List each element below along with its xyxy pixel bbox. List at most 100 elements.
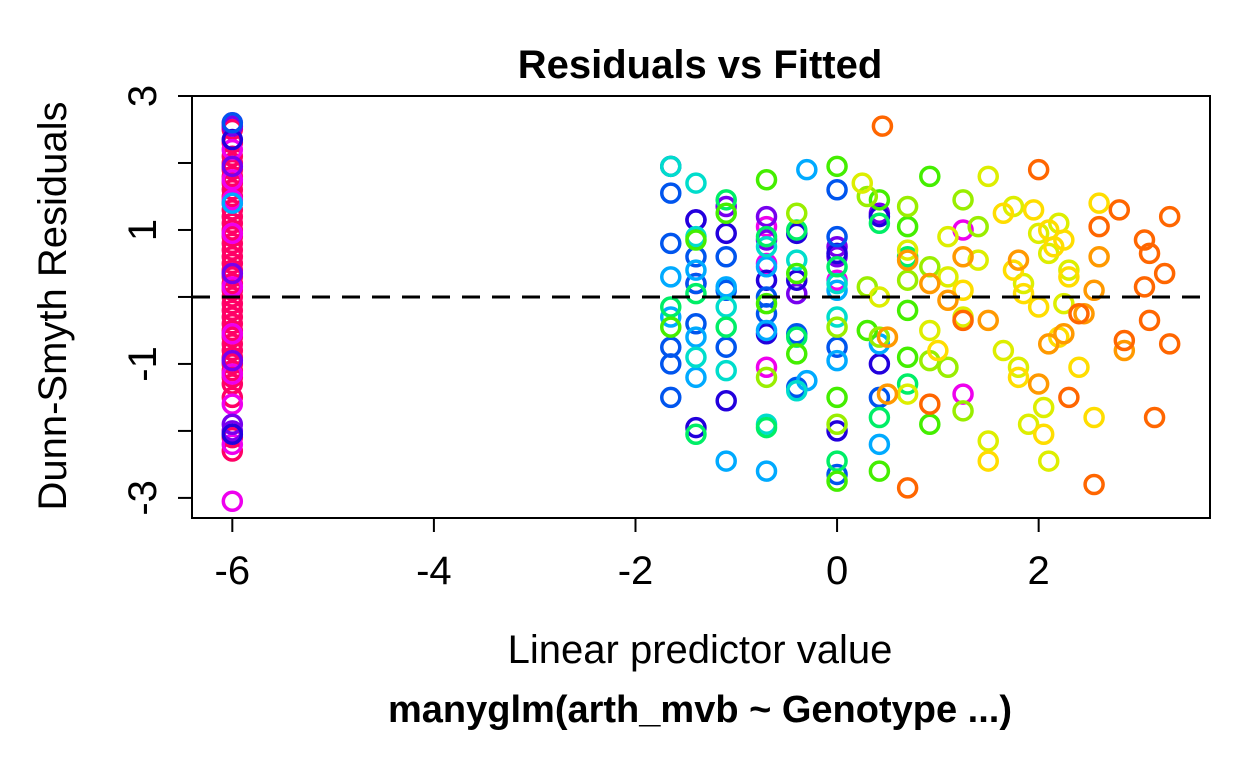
data-point bbox=[919, 319, 941, 342]
data-point bbox=[660, 353, 682, 375]
data-point bbox=[826, 235, 848, 258]
data-point bbox=[919, 393, 941, 415]
data-point bbox=[896, 239, 919, 261]
data-point bbox=[868, 406, 891, 429]
data-point bbox=[1012, 272, 1035, 295]
data-point bbox=[1007, 366, 1030, 389]
data-point bbox=[685, 272, 707, 295]
data-point bbox=[876, 326, 899, 348]
data-point bbox=[1068, 356, 1090, 379]
data-point bbox=[826, 420, 848, 442]
data-point bbox=[221, 262, 244, 285]
data-point bbox=[896, 215, 919, 238]
data-point bbox=[221, 112, 244, 134]
data-point bbox=[660, 386, 682, 409]
data-point bbox=[826, 386, 848, 409]
data-point bbox=[967, 215, 989, 238]
data-point bbox=[786, 269, 808, 291]
data-point bbox=[755, 416, 778, 439]
data-point bbox=[927, 339, 949, 362]
data-point bbox=[221, 393, 244, 415]
data-point bbox=[896, 299, 919, 322]
data-point bbox=[715, 359, 737, 382]
data-point bbox=[977, 450, 1000, 472]
data-point bbox=[221, 413, 244, 435]
data-point bbox=[660, 182, 682, 204]
data-point bbox=[896, 195, 919, 218]
data-point bbox=[715, 390, 737, 412]
data-point bbox=[755, 366, 778, 389]
data-point bbox=[1037, 450, 1060, 472]
data-point bbox=[685, 346, 707, 368]
data-point bbox=[715, 336, 737, 358]
data-point bbox=[1088, 215, 1110, 238]
data-point bbox=[786, 343, 808, 365]
data-point bbox=[919, 165, 941, 188]
data-point bbox=[868, 460, 891, 482]
data-point bbox=[896, 373, 919, 395]
data-point bbox=[221, 199, 244, 221]
data-point bbox=[221, 299, 244, 322]
x-tick-label: 0 bbox=[826, 549, 848, 593]
data-point bbox=[755, 215, 778, 238]
data-point bbox=[1158, 205, 1181, 228]
data-point bbox=[221, 312, 244, 335]
data-point bbox=[937, 225, 959, 248]
data-point bbox=[685, 312, 707, 335]
data-point bbox=[868, 433, 891, 456]
data-point bbox=[826, 179, 848, 201]
data-point bbox=[919, 272, 941, 295]
data-point bbox=[1007, 356, 1030, 379]
data-point bbox=[952, 189, 974, 211]
data-point bbox=[826, 256, 848, 278]
data-point bbox=[1022, 199, 1045, 221]
data-point bbox=[221, 386, 244, 409]
data-point bbox=[1058, 266, 1080, 288]
data-point bbox=[896, 477, 919, 499]
data-point bbox=[786, 262, 808, 285]
data-point bbox=[660, 232, 682, 255]
data-point bbox=[1153, 262, 1176, 285]
data-point bbox=[1133, 229, 1156, 251]
data-point bbox=[952, 400, 974, 422]
data-point bbox=[685, 172, 707, 194]
data-point bbox=[715, 450, 737, 472]
y-axis-label: Dunn-Smyth Residuals bbox=[31, 101, 75, 510]
data-point bbox=[685, 326, 707, 348]
data-point bbox=[755, 319, 778, 342]
data-point bbox=[1113, 329, 1136, 352]
data-point bbox=[876, 383, 899, 405]
data-point bbox=[221, 155, 244, 178]
data-point bbox=[856, 185, 879, 208]
data-point bbox=[1002, 259, 1025, 281]
data-point bbox=[221, 192, 244, 214]
data-point bbox=[715, 222, 737, 245]
data-point bbox=[1083, 406, 1105, 429]
data-point bbox=[868, 353, 891, 375]
data-point bbox=[826, 225, 848, 248]
data-point bbox=[685, 282, 707, 305]
data-point bbox=[992, 202, 1015, 224]
x-tick-label: 2 bbox=[1028, 549, 1050, 593]
y-tick-label: 1 bbox=[121, 219, 165, 241]
data-point bbox=[221, 349, 244, 372]
x-tick-label: -6 bbox=[215, 549, 251, 593]
data-point bbox=[1138, 309, 1161, 332]
data-point bbox=[685, 416, 707, 439]
data-point bbox=[826, 470, 848, 492]
data-point bbox=[1083, 279, 1105, 302]
data-point bbox=[1088, 246, 1110, 268]
data-point bbox=[868, 212, 891, 235]
data-point bbox=[868, 326, 891, 348]
data-point bbox=[1027, 296, 1050, 318]
data-point bbox=[937, 289, 959, 312]
data-point bbox=[919, 413, 941, 435]
data-point bbox=[937, 266, 959, 288]
data-point bbox=[755, 168, 778, 191]
data-point bbox=[826, 155, 848, 178]
data-point bbox=[826, 450, 848, 472]
data-point bbox=[221, 222, 244, 245]
data-point bbox=[826, 279, 848, 302]
data-point bbox=[715, 296, 737, 318]
